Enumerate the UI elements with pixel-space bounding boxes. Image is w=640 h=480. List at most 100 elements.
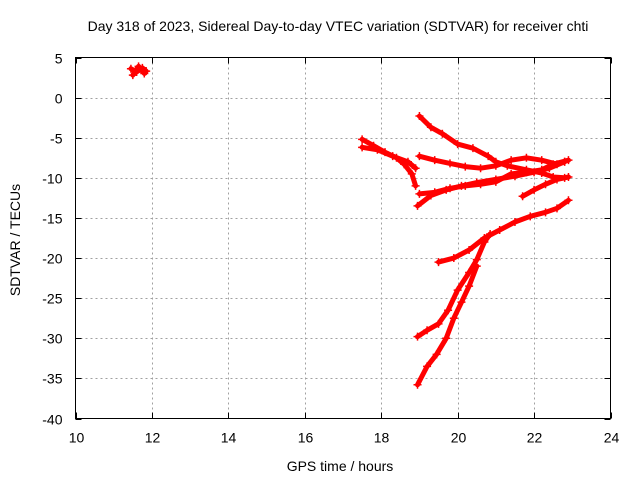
- data-point: [465, 282, 474, 291]
- data-point: [413, 380, 422, 389]
- data-point: [484, 152, 493, 161]
- data-point: [541, 208, 550, 217]
- data-point: [430, 156, 439, 165]
- x-tick-label: 14: [221, 430, 237, 446]
- series-track-d: [358, 143, 420, 173]
- x-axis-title: GPS time / hours: [287, 458, 394, 474]
- data-point: [510, 217, 519, 226]
- data-point: [491, 177, 500, 186]
- data-point: [526, 212, 535, 221]
- data-point: [434, 319, 443, 328]
- data-point: [430, 188, 439, 197]
- data-point: [507, 156, 516, 165]
- data-point: [415, 189, 424, 198]
- x-tick-label: 18: [374, 430, 390, 446]
- data-point: [423, 362, 432, 371]
- x-tick-label: 20: [451, 430, 467, 446]
- data-point: [446, 184, 454, 193]
- y-axis-title: SDTVAR / TECUs: [7, 184, 23, 296]
- data-point: [449, 254, 458, 263]
- y-tick-label: 5: [55, 51, 63, 67]
- data-point: [128, 71, 137, 80]
- series-track-l: [413, 262, 481, 389]
- data-point: [442, 334, 451, 343]
- x-tick-label: 24: [604, 430, 620, 446]
- data-point: [134, 62, 143, 71]
- data-point: [413, 332, 422, 341]
- data-point: [140, 69, 149, 78]
- data-point: [411, 181, 420, 190]
- data-point: [564, 156, 573, 165]
- data-point: [403, 157, 412, 166]
- data-series-group: [126, 62, 573, 389]
- x-axis: 10 12 14 16 18 20 22 24: [69, 57, 620, 446]
- data-point: [537, 156, 546, 165]
- data-point: [423, 326, 432, 335]
- data-point: [522, 153, 531, 162]
- data-point: [468, 144, 477, 153]
- data-point: [413, 201, 422, 210]
- data-point: [522, 168, 531, 177]
- series-track-j: [434, 196, 573, 267]
- x-tick-label: 12: [145, 430, 161, 446]
- data-point: [461, 162, 470, 171]
- data-point: [518, 192, 527, 201]
- y-tick-label: -5: [50, 131, 63, 147]
- y-tick-label: -35: [42, 371, 62, 387]
- data-point: [373, 145, 382, 154]
- y-tick-label: -30: [42, 331, 62, 347]
- data-point: [415, 152, 424, 161]
- data-point: [446, 159, 454, 168]
- x-tick-label: 10: [69, 430, 85, 446]
- data-point: [549, 160, 558, 169]
- y-axis: 5 0 -5 -10 -15 -20 -25 -30 -35 -40: [42, 51, 611, 428]
- x-tick-label: 16: [298, 430, 314, 446]
- y-tick-label: 0: [55, 91, 63, 107]
- data-point: [461, 181, 470, 190]
- data-point: [457, 298, 466, 307]
- data-point: [495, 225, 504, 234]
- series-track-b: [128, 62, 149, 80]
- series-line: [415, 263, 480, 388]
- data-point: [453, 140, 462, 149]
- series-track-h: [415, 156, 573, 198]
- plot-frame: [75, 57, 611, 419]
- chart-title: Day 318 of 2023, Sidereal Day-to-day VTE…: [88, 18, 589, 34]
- data-point: [564, 196, 573, 205]
- data-point: [465, 246, 474, 255]
- data-point: [507, 169, 516, 178]
- data-point: [415, 112, 424, 121]
- data-point: [564, 173, 573, 182]
- data-point: [453, 286, 462, 295]
- data-point: [432, 350, 441, 359]
- data-point: [476, 180, 485, 189]
- data-point: [411, 164, 420, 173]
- series-line: [436, 197, 571, 265]
- data-point: [541, 180, 550, 189]
- data-point: [449, 314, 458, 323]
- y-tick-label: -20: [42, 251, 62, 267]
- data-point: [486, 229, 495, 238]
- y-tick-label: -15: [42, 211, 62, 227]
- data-point: [388, 152, 397, 161]
- data-point: [476, 164, 485, 173]
- data-point: [480, 238, 489, 247]
- data-point: [530, 185, 539, 194]
- y-tick-label: -40: [42, 412, 62, 428]
- y-tick-label: -25: [42, 291, 62, 307]
- data-point: [553, 175, 561, 184]
- data-point: [358, 143, 367, 152]
- data-point: [491, 161, 500, 170]
- data-point: [553, 204, 561, 213]
- data-point: [126, 64, 135, 73]
- data-point: [434, 258, 443, 267]
- data-point: [407, 169, 416, 178]
- data-point: [472, 262, 481, 271]
- data-point: [426, 123, 435, 132]
- data-point: [438, 129, 447, 138]
- data-point: [358, 135, 367, 144]
- data-point: [537, 165, 546, 174]
- y-tick-label: -10: [42, 171, 62, 187]
- x-tick-label: 22: [527, 430, 543, 446]
